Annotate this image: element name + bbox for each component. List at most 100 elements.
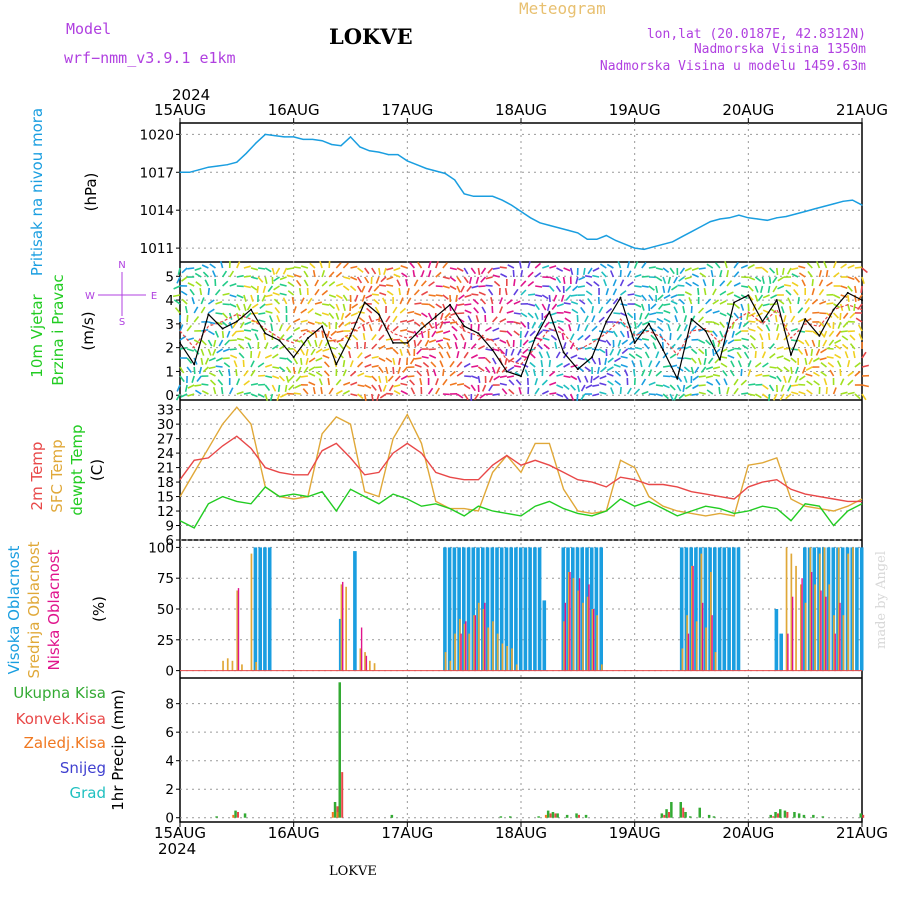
wind-arrow: [435, 321, 438, 330]
wind-arrow: [385, 347, 394, 350]
wind-arrow: [720, 355, 728, 359]
wind-arrow: [292, 366, 296, 375]
wind-arrow: [706, 263, 714, 269]
wind-arrow: [818, 269, 822, 278]
wind-arrow: [736, 351, 742, 359]
wind-arrow: [293, 339, 301, 343]
wind-arrow: [577, 324, 581, 332]
wind-arrow: [273, 298, 281, 305]
wind-arrow: [592, 267, 600, 272]
pressure-point: [700, 226, 702, 228]
wind-arrow: [245, 312, 252, 319]
wind-arrow: [692, 375, 700, 381]
wind-arrow: [834, 344, 842, 350]
wind-arrow: [719, 312, 727, 317]
cloud-high-bar: [859, 547, 864, 671]
wind-arrow: [633, 321, 637, 330]
wind-arrow: [300, 348, 305, 356]
wind-arrow: [335, 312, 340, 320]
wind-arrow: [357, 393, 364, 400]
cloud-high-bar: [452, 547, 457, 671]
wind-arrow: [543, 343, 550, 350]
wind-arrow: [338, 342, 345, 350]
wind-arrow: [737, 360, 742, 368]
wind-arrow: [755, 319, 763, 323]
pressure-point: [491, 195, 494, 197]
cloud-high-bar: [485, 547, 490, 671]
wind-arrow: [738, 321, 742, 329]
wind-arrow: [478, 285, 486, 288]
wind-arrow: [352, 334, 359, 341]
cloud-low-bar: [810, 572, 813, 671]
wind-arrow: [648, 285, 655, 291]
wind-arrow: [554, 341, 558, 350]
wind-arrow: [797, 296, 800, 305]
pressure-point: [312, 138, 314, 141]
wind-arrow: [449, 321, 458, 324]
precip-convective-bar: [777, 813, 779, 818]
wind-arrow: [435, 303, 443, 309]
precip-total-bar: [821, 816, 825, 818]
wind-arrow: [308, 372, 316, 377]
wind-arrow: [669, 332, 672, 341]
wind-arrow: [742, 321, 749, 328]
wind-arrow: [321, 280, 328, 287]
wind-arrow: [386, 290, 394, 296]
wind-arrow: [527, 271, 534, 278]
precip-ytick-label-2: 2: [165, 782, 174, 798]
wind-speed-point: [221, 327, 224, 330]
wind-arrow: [685, 384, 692, 390]
wind-arrow: [416, 348, 423, 355]
cloud-high-bar: [353, 551, 357, 671]
wind-arrow: [235, 369, 238, 377]
wind-arrow: [854, 362, 861, 368]
wind-arrow: [180, 290, 188, 296]
wind-arrow: [733, 261, 739, 269]
wind-arrow: [499, 339, 507, 344]
wind-arrow: [440, 312, 444, 320]
wind-arrow: [258, 312, 266, 315]
wind-arrow: [215, 300, 223, 305]
pressure-point: [302, 138, 304, 141]
temperature-ytick-label-9: 9: [165, 519, 174, 535]
wind-arrow: [217, 379, 224, 386]
wind-arrow: [592, 274, 600, 278]
pressure-point: [207, 166, 210, 168]
wind-arrow: [599, 263, 607, 269]
wind-arrow: [428, 339, 437, 343]
wind-arrow: [208, 357, 216, 362]
wind-arrow: [823, 378, 828, 386]
cloud-low-bar: [711, 615, 713, 671]
wind-arrow: [712, 321, 720, 326]
cloud-mid-bar: [681, 648, 684, 671]
wind-arrow: [562, 276, 566, 285]
wind-arrow: [820, 348, 827, 354]
x-tick-bottom-19AUG: 19AUG: [609, 824, 661, 842]
wind-arrow: [836, 360, 842, 368]
cloud-mid-bar: [714, 652, 717, 671]
wind-arrow: [733, 294, 741, 299]
wind-arrow: [570, 300, 579, 305]
wind-arrow: [662, 365, 671, 368]
wind-arrow: [271, 344, 279, 350]
wind-arrow: [614, 357, 621, 363]
wind-arrow: [446, 342, 451, 350]
wind-arrow: [354, 294, 359, 302]
wind-arrow: [591, 325, 598, 332]
wind-arrow: [207, 287, 210, 296]
wind-arrow: [312, 386, 316, 395]
wind-arrow: [320, 386, 323, 395]
wind-arrow: [330, 330, 337, 337]
wind-arrow: [677, 346, 685, 350]
wind-arrow: [371, 267, 377, 275]
year-bottom: 2024: [158, 840, 196, 858]
cloud-mid-bar: [236, 590, 239, 671]
cloud-mid-bar: [511, 648, 513, 671]
wind-arrow: [698, 316, 704, 323]
wind-arrow: [521, 355, 529, 359]
wind-arrow: [572, 285, 579, 292]
wind-arrow: [272, 375, 280, 380]
pressure-point: [520, 210, 522, 213]
wind-arrow: [442, 321, 451, 324]
wind-arrow: [456, 383, 465, 386]
